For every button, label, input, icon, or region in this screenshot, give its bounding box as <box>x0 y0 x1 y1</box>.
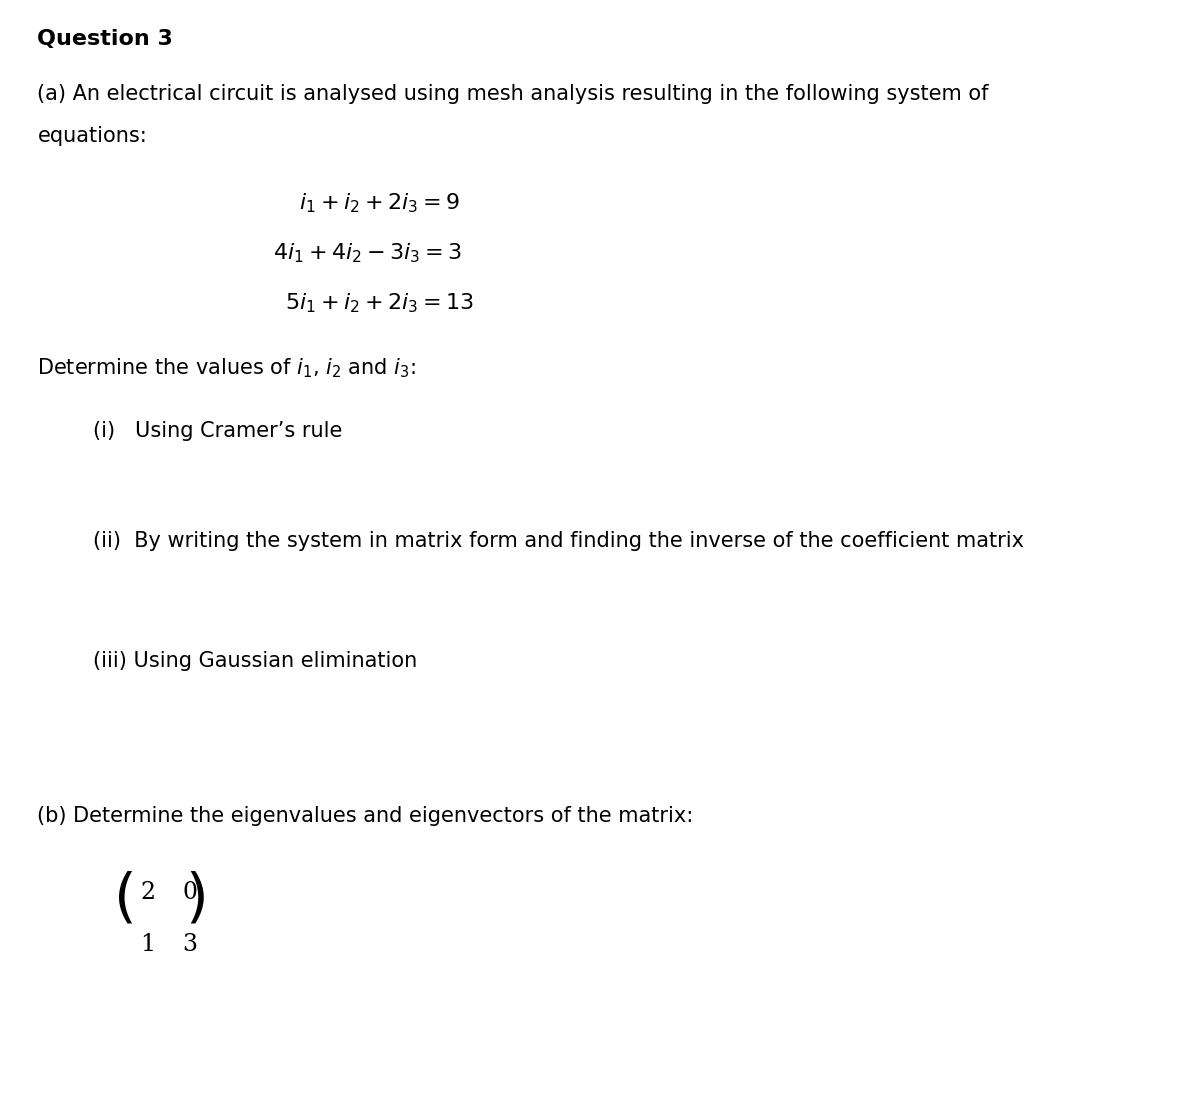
Text: 2: 2 <box>140 881 155 904</box>
Text: (i)   Using Cramer’s rule: (i) Using Cramer’s rule <box>94 421 343 441</box>
Text: $5i_1 + i_2 + 2i_3 = 13$: $5i_1 + i_2 + 2i_3 = 13$ <box>286 291 474 314</box>
Text: 1: 1 <box>140 933 155 956</box>
Text: ): ) <box>186 871 209 928</box>
Text: 3: 3 <box>182 933 197 956</box>
Text: (iii) Using Gaussian elimination: (iii) Using Gaussian elimination <box>94 651 418 671</box>
Text: (b) Determine the eigenvalues and eigenvectors of the matrix:: (b) Determine the eigenvalues and eigenv… <box>37 806 694 826</box>
Text: (ii)  By writing the system in matrix form and finding the inverse of the coeffi: (ii) By writing the system in matrix for… <box>94 532 1025 551</box>
Text: Determine the values of $i_1$, $i_2$ and $i_3$:: Determine the values of $i_1$, $i_2$ and… <box>37 356 416 379</box>
Text: (: ( <box>114 871 137 928</box>
Text: 0: 0 <box>182 881 197 904</box>
Text: equations:: equations: <box>37 126 148 145</box>
Text: Question 3: Question 3 <box>37 29 173 49</box>
Text: $i_1 + i_2 + 2i_3 = 9$: $i_1 + i_2 + 2i_3 = 9$ <box>299 191 460 215</box>
Text: $4i_1 + 4i_2 - 3i_3 = 3$: $4i_1 + 4i_2 - 3i_3 = 3$ <box>272 241 462 264</box>
Text: (a) An electrical circuit is analysed using mesh analysis resulting in the follo: (a) An electrical circuit is analysed us… <box>37 84 989 104</box>
